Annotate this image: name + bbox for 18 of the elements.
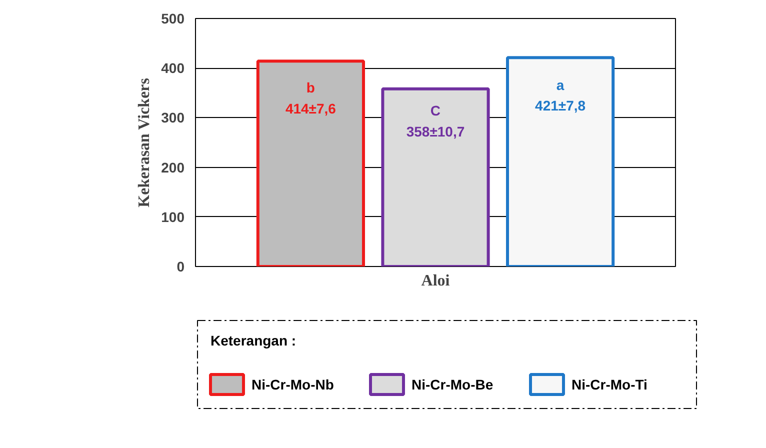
- bar: [256, 60, 365, 266]
- x-axis-title: Aloi: [421, 272, 450, 290]
- legend-title: Keterangan :: [210, 332, 296, 348]
- legend-label: Ni-Cr-Mo-Nb: [252, 376, 334, 392]
- y-tick-label: 0: [176, 258, 185, 274]
- y-tick-label: 300: [161, 110, 185, 126]
- y-tick-label: 400: [161, 60, 185, 76]
- legend-label: Ni-Cr-Mo-Ti: [572, 376, 648, 392]
- bar: [381, 87, 490, 266]
- y-tick-label: 100: [161, 208, 185, 225]
- data-label: b 414±7,6: [285, 80, 336, 117]
- y-tick-label: 200: [161, 159, 185, 176]
- data-label: C 358±10,7: [406, 102, 465, 140]
- bar: [506, 56, 615, 266]
- data-label: a 421±7,8: [535, 76, 586, 114]
- y-tick-label: 500: [161, 10, 185, 26]
- y-axis-title: Kekerasan Vickers: [136, 78, 154, 208]
- legend-label: Ni-Cr-Mo-Be: [412, 376, 494, 392]
